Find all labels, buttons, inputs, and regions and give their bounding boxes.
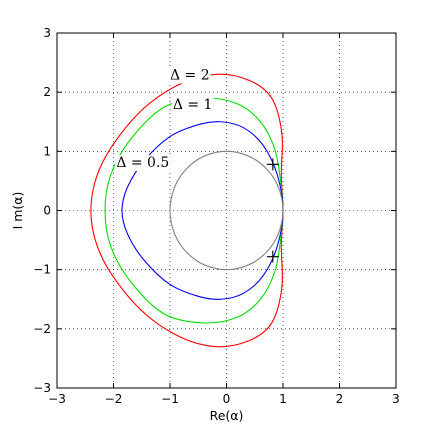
y-tick-label: −1 [33,263,51,277]
y-axis-title: I m(α) [10,192,25,230]
x-tick-label: 1 [279,392,287,406]
curve-label: Δ = 2 [170,67,210,83]
plus-marker [266,158,279,171]
curve-label-bg [115,154,171,171]
curve-label-bg [171,97,214,113]
curve-label: Δ = 0.5 [116,155,169,171]
x-tick-label: 2 [336,392,344,406]
y-tick-label: 2 [43,85,51,99]
series-line-1 [90,73,284,348]
grid [57,33,396,388]
annotations: Δ = 2 Δ = 1 Δ = 0.5 [115,67,214,171]
series-line-4 [169,150,284,271]
y-tick-label: 0 [43,204,51,218]
plus-marker [266,250,279,263]
x-tick-label: −2 [105,392,123,406]
y-tick-label: 3 [43,26,51,40]
series-line-3 [121,121,284,300]
y-tick-label: −2 [33,322,51,336]
x-tick-label: 0 [223,392,231,406]
markers [266,158,279,263]
x-axis-title: Re(α) [210,408,244,423]
curve-label: Δ = 1 [173,97,213,113]
x-tick-label: −3 [48,392,66,406]
ticks: −3 −2 −1 0 1 2 3 −3 −2 −1 0 1 2 3 [33,26,400,406]
x-tick-label: 3 [392,392,400,406]
series-line-2 [104,97,284,324]
y-tick-label: −3 [33,381,51,395]
curves [90,73,284,348]
x-tick-label: −1 [161,392,179,406]
curve-label-bg [169,67,211,84]
y-tick-label: 1 [43,144,51,158]
